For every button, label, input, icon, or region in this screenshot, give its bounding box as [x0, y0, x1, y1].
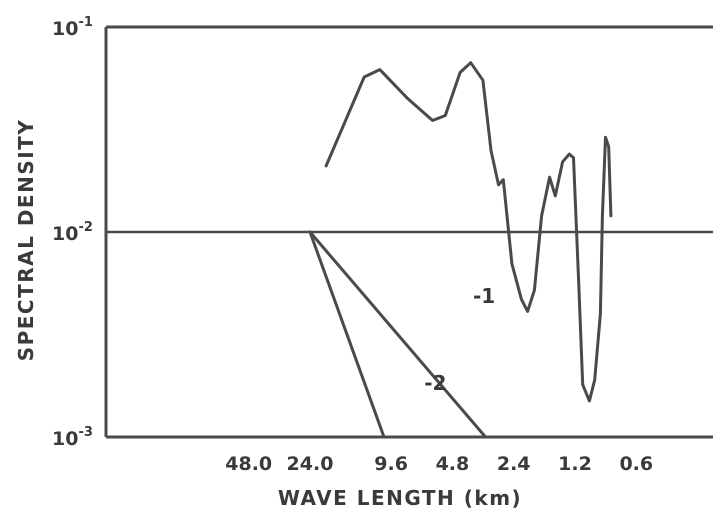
x-tick-label: 0.6 — [619, 453, 653, 475]
x-tick-label: 9.6 — [374, 453, 408, 475]
y-tick-label: 10-3 — [52, 425, 93, 450]
x-tick-label: 1.2 — [558, 453, 592, 475]
x-tick-labels: 48.0 24.0 9.6 4.8 2.4 1.2 0.6 — [225, 453, 653, 475]
slope-annotation: -1 — [473, 284, 495, 308]
x-tick-label: 24.0 — [287, 453, 334, 475]
x-tick-label: 2.4 — [497, 453, 531, 475]
y-axis-label: SPECTRAL DENSITY — [14, 119, 38, 362]
x-axis-label: WAVE LENGTH (km) — [278, 486, 522, 510]
spectral-density-curve — [324, 61, 613, 403]
slope-minus-2-line — [308, 230, 386, 439]
y-tick-label: 10-2 — [52, 220, 93, 245]
slope-annotation: -2 — [424, 371, 446, 395]
x-tick-label: 48.0 — [225, 453, 272, 475]
x-tick-label: 4.8 — [436, 453, 470, 475]
annotations: -1 -2 — [424, 284, 495, 395]
series-group — [308, 61, 613, 439]
y-tick-label: 10-1 — [52, 15, 93, 40]
slope-minus-1-line — [308, 230, 487, 439]
y-tick-labels: 10-3 10-2 10-1 — [52, 15, 93, 450]
